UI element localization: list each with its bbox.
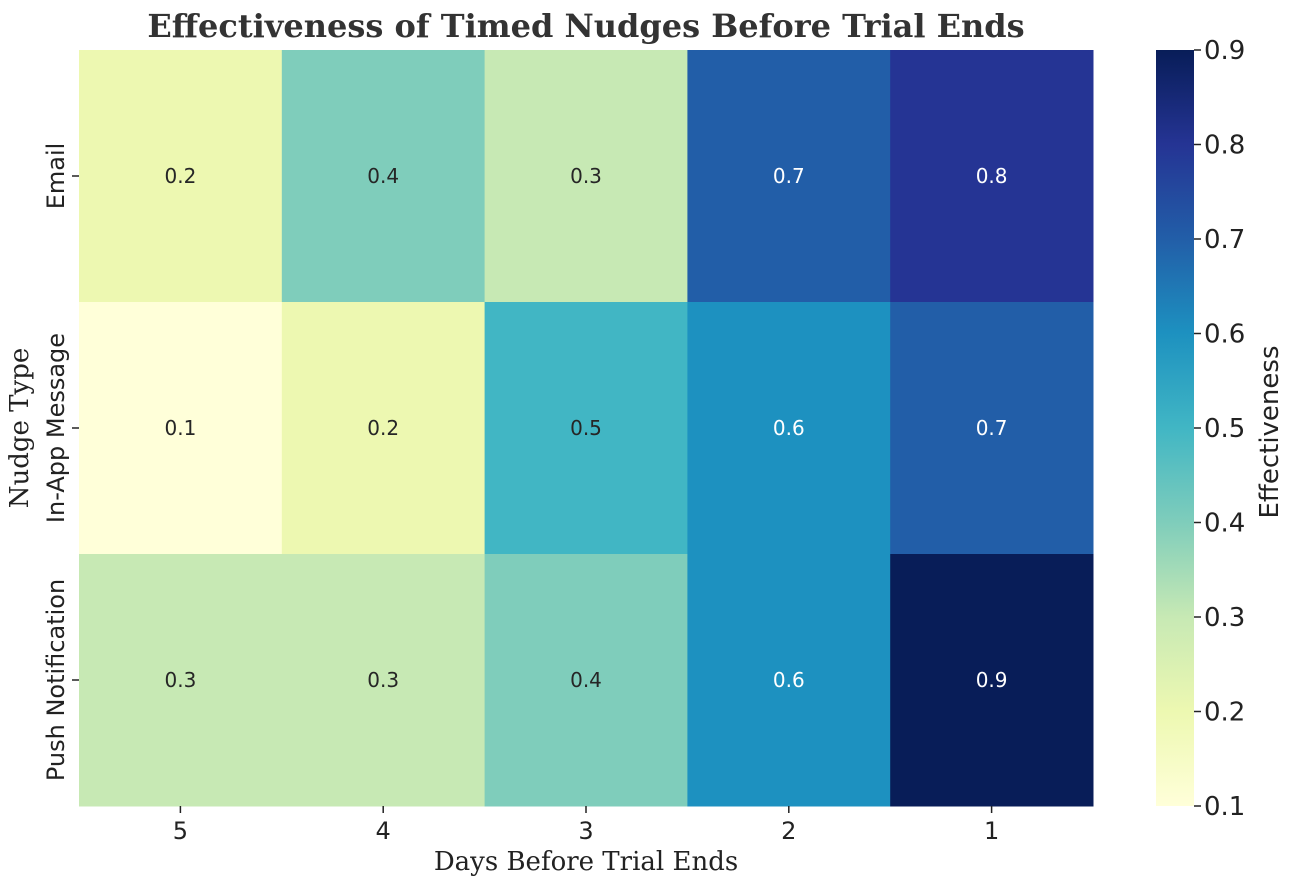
x-tick-label: 4 xyxy=(376,817,391,845)
colorbar-tick-label: 0.2 xyxy=(1204,698,1245,728)
heatmap-cell-labels: 0.2 0.4 0.3 0.7 0.8 0.1 0.2 0.5 0.6 0.7 0.3 0.3 0.4 0… xyxy=(164,164,1007,692)
heatmap-cell xyxy=(890,554,1094,807)
heatmap-cell-label: 0.2 xyxy=(164,164,196,188)
y-tick-label: In-App Message xyxy=(42,333,70,523)
colorbar-tick-label: 0.6 xyxy=(1204,320,1245,350)
heatmap-cell xyxy=(281,50,486,303)
heatmap-cell-label: 0.4 xyxy=(367,164,399,188)
heatmap-cell-label: 0.6 xyxy=(773,668,805,692)
heatmap-cell-label: 0.3 xyxy=(164,668,196,692)
heatmap-cell xyxy=(687,50,891,303)
heatmap-cell-label: 0.7 xyxy=(773,164,805,188)
x-tick-label: 1 xyxy=(984,817,999,845)
heatmap-cell xyxy=(890,50,1094,303)
x-axis-label: Days Before Trial Ends xyxy=(434,847,738,877)
colorbar-tick-label: 0.5 xyxy=(1204,414,1245,444)
heatmap-cell-label: 0.1 xyxy=(164,416,196,440)
heatmap-cell xyxy=(79,554,283,807)
heatmap-cell-label: 0.8 xyxy=(976,164,1008,188)
heatmap-cell-label: 0.9 xyxy=(976,668,1008,692)
heatmap-cell-label: 0.7 xyxy=(976,416,1008,440)
colorbar-ticks: 0.1 0.2 0.3 0.4 0.5 0.6 0.7 0.8 0.9 xyxy=(1194,36,1245,822)
x-tick-label: 2 xyxy=(781,817,796,845)
heatmap-cell xyxy=(687,554,891,807)
heatmap-cell xyxy=(79,50,283,303)
heatmap-cell xyxy=(281,554,486,807)
x-tick-label: 3 xyxy=(578,817,593,845)
heatmap-cell-label: 0.3 xyxy=(570,164,602,188)
heatmap-cell xyxy=(484,554,688,807)
colorbar-tick-label: 0.4 xyxy=(1204,509,1245,539)
colorbar-tick-label: 0.8 xyxy=(1204,131,1245,161)
heatmap-cell xyxy=(484,50,688,303)
heatmap-cell xyxy=(79,302,283,555)
heatmap-cells xyxy=(79,50,1094,807)
heatmap-cell xyxy=(890,302,1094,555)
colorbar xyxy=(1156,50,1194,806)
x-tick-label: 5 xyxy=(173,817,188,845)
x-axis: 5 4 3 2 1 xyxy=(173,806,999,845)
y-axis: Email In-App Message Push Notification xyxy=(42,143,79,781)
heatmap-cell-label: 0.4 xyxy=(570,668,602,692)
colorbar-tick-label: 0.7 xyxy=(1204,225,1245,255)
colorbar-tick-label: 0.9 xyxy=(1204,36,1245,66)
y-tick-label: Email xyxy=(42,143,70,210)
heatmap-cell-label: 0.3 xyxy=(367,668,399,692)
colorbar-tick-label: 0.3 xyxy=(1204,603,1245,633)
y-tick-label: Push Notification xyxy=(42,579,70,781)
chart-title: Effectiveness of Timed Nudges Before Tri… xyxy=(147,7,1024,45)
heatmap-cell-label: 0.2 xyxy=(367,416,399,440)
heatmap-cell-label: 0.6 xyxy=(773,416,805,440)
heatmap-cell-label: 0.5 xyxy=(570,416,602,440)
colorbar-label: Effectiveness xyxy=(1255,346,1285,519)
heatmap-cell xyxy=(484,302,688,555)
colorbar-tick-label: 0.1 xyxy=(1204,792,1245,822)
heatmap-cell xyxy=(281,302,486,555)
y-axis-label: Nudge Type xyxy=(5,348,35,509)
heatmap-cell xyxy=(687,302,891,555)
